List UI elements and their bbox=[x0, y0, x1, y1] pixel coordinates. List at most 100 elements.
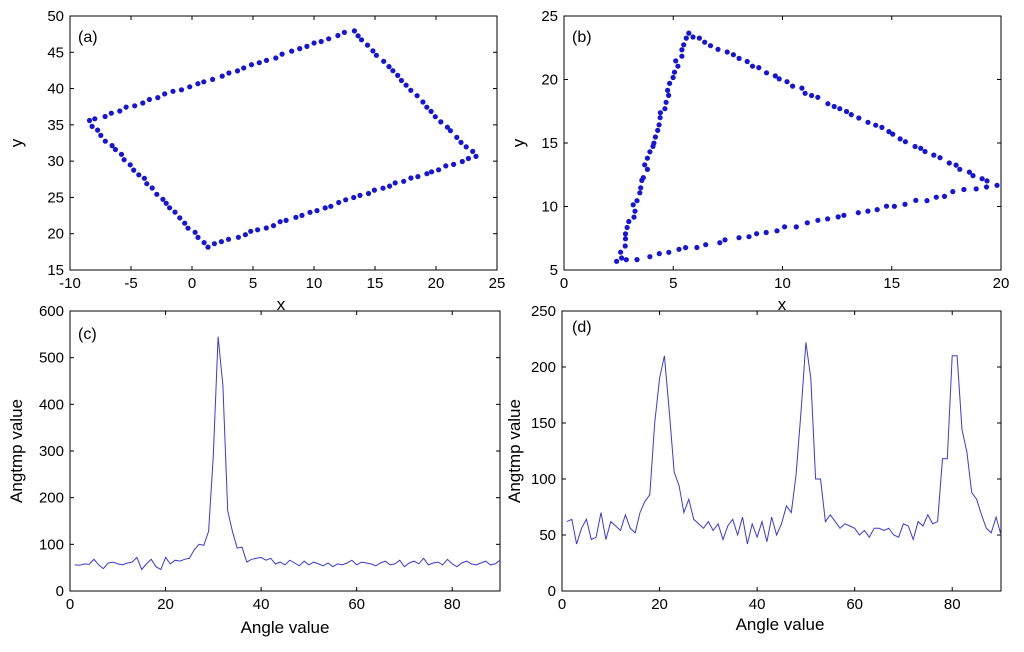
panel-label: (b) bbox=[572, 29, 592, 46]
scatter-point bbox=[98, 132, 104, 138]
scatter-point bbox=[651, 140, 657, 146]
scatter-point bbox=[473, 153, 479, 159]
scatter-point bbox=[637, 190, 643, 196]
y-tick-label: 100 bbox=[39, 536, 64, 553]
plot-frame bbox=[563, 15, 1002, 271]
panel-c: 0 20 40 60 80 0 100 200 300 400 500 600 Angle value A… bbox=[7, 303, 501, 637]
scatter-point bbox=[815, 94, 821, 100]
scatter-point bbox=[671, 69, 678, 75]
scatter-point bbox=[438, 119, 444, 125]
scatter-point bbox=[961, 186, 967, 193]
scatter-point bbox=[831, 103, 837, 110]
panel-a: -10 -5 0 5 10 15 20 25 15 20 25 30 35 40 45 50 x y (a) bbox=[7, 8, 505, 314]
scatter-point bbox=[242, 232, 248, 238]
scatter-point bbox=[121, 157, 127, 163]
scatter-point bbox=[465, 155, 471, 162]
scatter-point bbox=[451, 161, 457, 167]
scatter-point bbox=[638, 185, 644, 191]
y-tick-label: 150 bbox=[531, 415, 556, 432]
scatter-point bbox=[746, 234, 752, 240]
scatter-point bbox=[192, 229, 198, 235]
scatter-point bbox=[381, 58, 387, 64]
scatter-point bbox=[235, 234, 241, 240]
scatter-point bbox=[809, 92, 815, 99]
scatter-point bbox=[436, 167, 442, 173]
y-tick-label: 35 bbox=[47, 117, 64, 134]
scatter-point bbox=[146, 96, 152, 103]
scatter-point bbox=[326, 36, 332, 42]
scatter-point bbox=[837, 106, 843, 112]
scatter-point bbox=[774, 228, 780, 234]
y-tick-label: 20 bbox=[47, 226, 64, 243]
scatter-point bbox=[351, 28, 357, 34]
scatter-point bbox=[634, 257, 640, 263]
scatter-point bbox=[140, 100, 146, 106]
x-tick-label: 80 bbox=[444, 596, 461, 613]
scatter-point bbox=[341, 29, 347, 35]
scatter-point bbox=[154, 191, 160, 197]
scatter-point bbox=[299, 212, 305, 218]
scatter-point bbox=[647, 254, 653, 260]
scatter-point bbox=[420, 99, 426, 105]
scatter-point bbox=[314, 208, 320, 214]
x-tick-label: 60 bbox=[348, 596, 365, 613]
scatter-point bbox=[311, 40, 317, 46]
scatter-point bbox=[444, 124, 450, 130]
scatter-point bbox=[933, 194, 939, 200]
scatter-point bbox=[144, 181, 150, 187]
scatter-point bbox=[289, 48, 295, 54]
scatter-point bbox=[108, 110, 114, 116]
scatter-point bbox=[825, 101, 831, 107]
y-tick-label: 0 bbox=[548, 583, 556, 600]
scatter-point bbox=[395, 72, 401, 78]
plot-frame bbox=[69, 15, 498, 271]
scatter-point bbox=[622, 243, 628, 249]
scatter-point bbox=[463, 144, 469, 150]
scatter-point bbox=[683, 35, 689, 41]
scatter-point bbox=[644, 166, 651, 172]
y-tick-label: 100 bbox=[531, 471, 556, 488]
scatter-point bbox=[414, 93, 420, 99]
scatter-point bbox=[117, 108, 123, 114]
scatter-point bbox=[95, 127, 101, 133]
scatter-point bbox=[681, 42, 687, 48]
scatter-point bbox=[195, 81, 201, 87]
y-tick-label: 5 bbox=[550, 262, 558, 279]
y-tick-label: 300 bbox=[39, 443, 64, 460]
scatter-point bbox=[279, 51, 285, 57]
scatter-point bbox=[387, 183, 393, 189]
scatter-point bbox=[640, 175, 646, 181]
scatter-point bbox=[946, 160, 952, 166]
scatter-point bbox=[424, 104, 430, 110]
scatter-point bbox=[749, 63, 756, 69]
scatter-point bbox=[630, 202, 636, 208]
x-tick-label: 5 bbox=[249, 275, 257, 292]
scatter-point bbox=[950, 189, 956, 195]
scatter-point bbox=[874, 207, 880, 213]
scatter-point bbox=[335, 32, 341, 39]
scatter-point bbox=[763, 229, 769, 236]
scatter-point bbox=[632, 208, 638, 214]
scatter-point bbox=[970, 173, 976, 179]
scatter-point bbox=[655, 127, 661, 133]
scatter-point bbox=[428, 108, 434, 114]
plot-frame bbox=[69, 310, 501, 592]
y-tick-label: 0 bbox=[56, 583, 64, 600]
scatter-point bbox=[429, 169, 435, 175]
scatter-point bbox=[953, 162, 959, 168]
scatter-point bbox=[683, 245, 689, 251]
scatter-point bbox=[912, 143, 918, 150]
scatter-point bbox=[343, 197, 349, 203]
x-tick-label: 20 bbox=[157, 596, 174, 613]
scatter-point bbox=[355, 33, 361, 39]
scatter-point bbox=[644, 155, 651, 161]
scatter-point bbox=[744, 58, 750, 65]
scatter-point bbox=[890, 131, 896, 137]
y-tick-label: 25 bbox=[47, 189, 64, 206]
scatter-point bbox=[931, 152, 937, 158]
scatter-point bbox=[618, 249, 624, 255]
scatter-point bbox=[160, 196, 166, 202]
scatter-point bbox=[624, 224, 630, 231]
x-tick-label: 0 bbox=[558, 596, 566, 613]
scatter-point bbox=[703, 242, 709, 248]
